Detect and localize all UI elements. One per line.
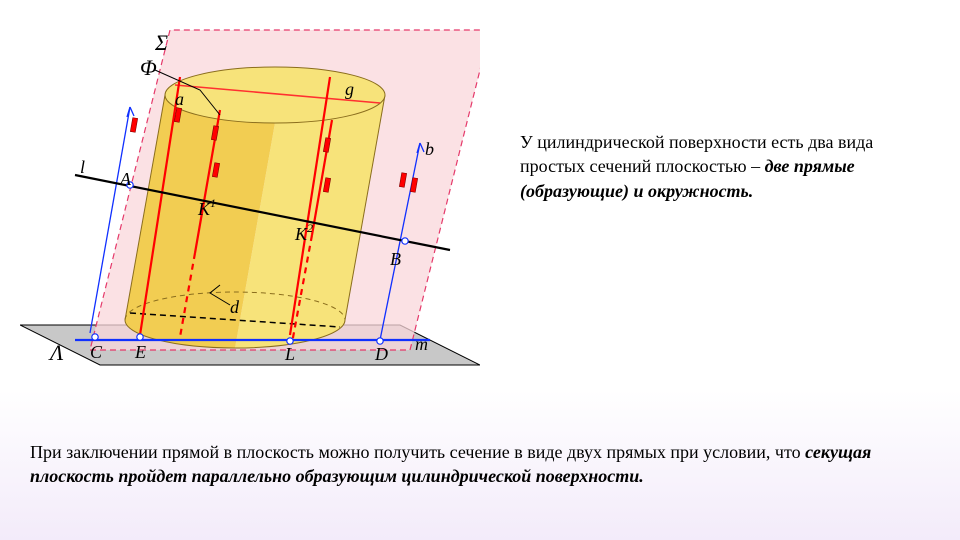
svg-text:l: l <box>80 157 85 177</box>
bottom-paragraph: При заключении прямой в плоскость можно … <box>30 440 930 489</box>
svg-text:B: B <box>390 249 401 269</box>
svg-text:L: L <box>284 344 295 364</box>
svg-text:D: D <box>374 344 388 364</box>
svg-text:a: a <box>175 89 184 109</box>
svg-text:Λ: Λ <box>48 340 64 365</box>
geometry-diagram: ΣΦΛagblmABCDELdK1K2 <box>20 15 480 385</box>
svg-text:g: g <box>345 79 354 99</box>
bottom-text-plain: При заключении прямой в плоскость можно … <box>30 442 805 462</box>
svg-text:b: b <box>425 139 434 159</box>
side-paragraph: У цилиндрической поверхности есть два ви… <box>520 130 940 203</box>
svg-text:m: m <box>415 334 428 354</box>
svg-text:Σ: Σ <box>154 30 168 55</box>
diagram-container: ΣΦΛagblmABCDELdK1K2 <box>20 15 480 385</box>
svg-text:Φ: Φ <box>140 55 157 80</box>
svg-text:C: C <box>90 342 103 362</box>
svg-text:A: A <box>119 169 132 189</box>
svg-text:d: d <box>230 297 240 317</box>
svg-text:E: E <box>134 342 146 362</box>
